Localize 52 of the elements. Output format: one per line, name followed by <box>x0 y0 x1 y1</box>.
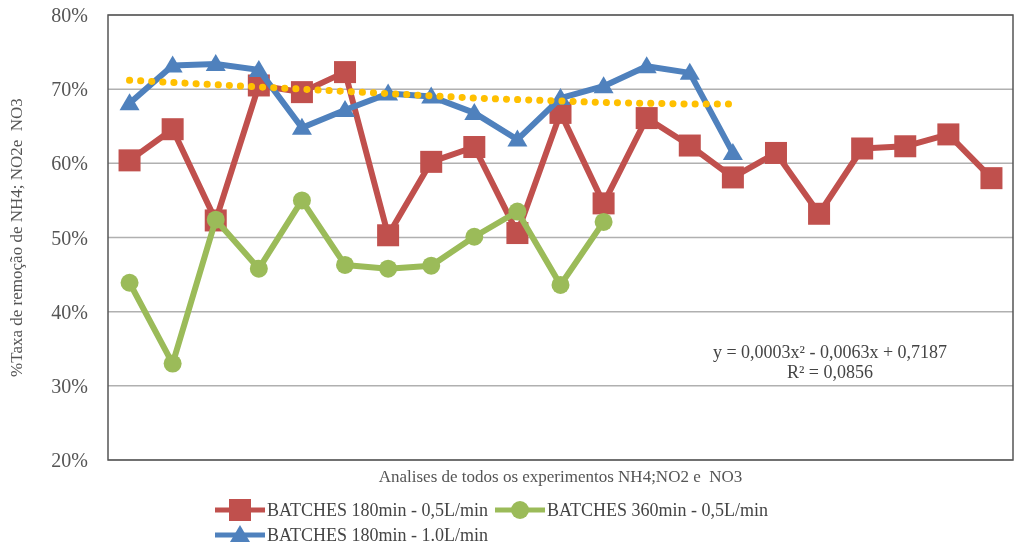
point <box>119 93 140 111</box>
point <box>636 56 657 74</box>
y-tick-label: 70% <box>51 78 88 101</box>
point <box>118 149 141 172</box>
point <box>937 123 960 146</box>
point <box>808 202 831 225</box>
y-tick-label: 30% <box>51 374 88 397</box>
point <box>593 76 614 94</box>
point <box>764 141 787 164</box>
y-tick-label: 60% <box>51 152 88 175</box>
point <box>162 55 183 73</box>
point <box>422 256 441 275</box>
x-axis-title: Analises de todos os experimentos NH4;NO2 e NO3 <box>378 467 743 486</box>
point <box>163 354 182 373</box>
point <box>592 192 615 215</box>
point <box>980 167 1003 190</box>
y-axis-title: %Taxa de remoção de NH4; NO2e NO3 <box>7 98 26 377</box>
y-tick-label: 20% <box>51 449 88 471</box>
point <box>291 117 312 135</box>
point <box>248 59 269 77</box>
point <box>292 191 311 210</box>
point <box>465 227 484 246</box>
point <box>377 224 400 247</box>
annotation: R² = 0,0856 <box>786 362 874 382</box>
point <box>722 142 743 160</box>
point <box>161 118 184 141</box>
y-tick-label: 80% <box>51 4 88 26</box>
point <box>894 135 917 158</box>
point <box>249 259 268 278</box>
point <box>678 134 701 157</box>
annotation: y = 0,0003x² - 0,0063x + 0,7187 <box>712 342 948 362</box>
point <box>507 129 528 147</box>
point <box>463 136 486 159</box>
legend-label: BATCHES 180min - 1.0L/min <box>267 525 489 546</box>
legend-label: BATCHES 360min - 0,5L/min <box>547 500 769 521</box>
y-tick-label: 50% <box>51 226 88 249</box>
point <box>334 61 357 84</box>
legend-label: BATCHES 180min - 0,5L/min <box>267 500 489 521</box>
point <box>679 62 700 80</box>
point <box>120 273 139 292</box>
point <box>508 202 527 221</box>
point <box>205 53 226 71</box>
point <box>379 259 398 278</box>
point <box>551 275 570 294</box>
point <box>420 150 443 173</box>
point <box>594 212 613 231</box>
point <box>335 99 356 117</box>
point <box>635 107 658 130</box>
point <box>336 255 355 274</box>
point <box>721 166 744 189</box>
y-tick-label: 40% <box>51 300 88 323</box>
point <box>851 137 874 160</box>
